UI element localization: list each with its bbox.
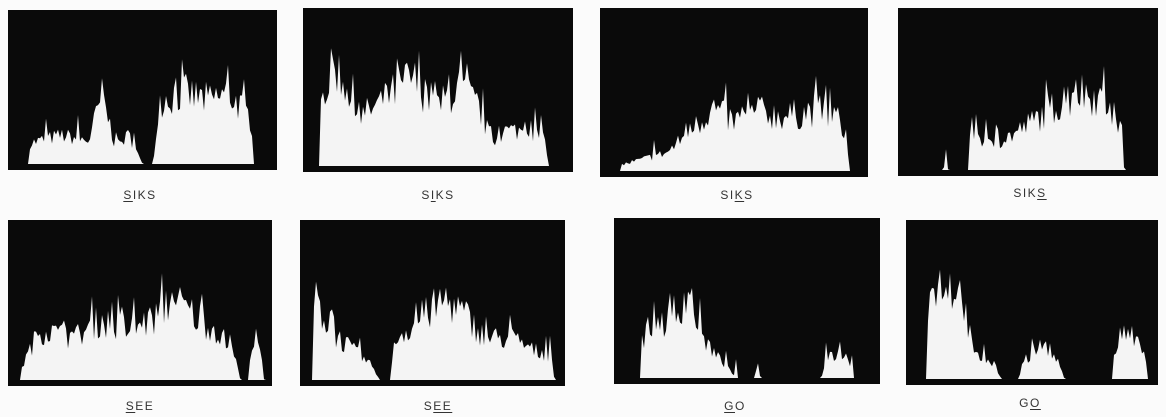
- spectrogram-panel: [8, 220, 272, 386]
- panel-label: SIKS: [378, 188, 498, 202]
- underlined-segment: O: [1030, 396, 1041, 410]
- panel-label: SEE: [80, 399, 200, 413]
- spectrogram-panel: [300, 220, 565, 386]
- label-segment: EE: [135, 399, 154, 413]
- label-segment: KS: [436, 188, 455, 202]
- label-segment: O: [735, 399, 746, 413]
- label-segment: S: [421, 188, 431, 202]
- spectrogram-panel: [614, 218, 880, 384]
- spectrogram-panel: [906, 220, 1158, 385]
- figure: SIKSSIKSSIKSSIKSSEESEEGOGO: [0, 0, 1166, 417]
- label-segment: S: [424, 399, 434, 413]
- panel-label: SEE: [378, 399, 498, 413]
- underlined-segment: S: [1037, 186, 1047, 200]
- underlined-segment: K: [735, 188, 745, 202]
- underlined-segment: EE: [433, 399, 452, 413]
- spectrogram-panel: [898, 8, 1158, 176]
- panel-label: SIKS: [677, 188, 797, 202]
- label-segment: SIK: [1013, 186, 1037, 200]
- underlined-segment: S: [123, 188, 133, 202]
- underlined-segment: S: [126, 399, 136, 413]
- spectrogram-panel: [303, 8, 573, 172]
- label-segment: G: [1019, 396, 1030, 410]
- panel-label: SIKS: [970, 186, 1090, 200]
- panel-label: GO: [970, 396, 1090, 410]
- underlined-segment: G: [724, 399, 735, 413]
- label-segment: S: [744, 188, 754, 202]
- panel-label: SIKS: [80, 188, 200, 202]
- panel-label: GO: [675, 399, 795, 413]
- label-segment: SI: [720, 188, 734, 202]
- spectrogram-panel: [8, 10, 277, 170]
- spectrogram-panel: [600, 8, 868, 177]
- label-segment: IKS: [133, 188, 157, 202]
